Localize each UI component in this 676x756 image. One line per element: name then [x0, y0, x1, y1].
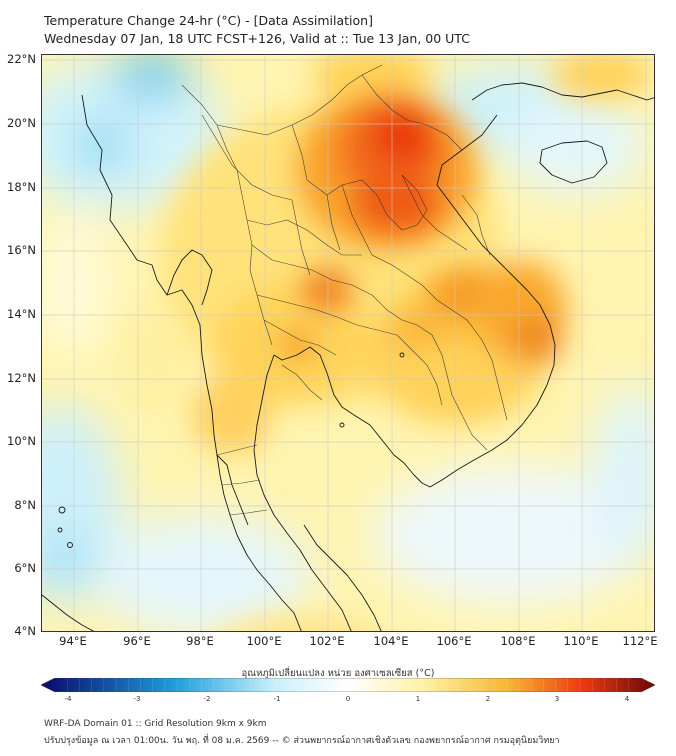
lon-label-112e: 112°E — [622, 634, 658, 648]
lat-label-14n: 14°N — [7, 307, 36, 321]
colorbar-tick-minus2: -2 — [203, 695, 211, 703]
lat-label-20n: 20°N — [7, 116, 36, 130]
lon-label-96e: 96°E — [123, 634, 151, 648]
colorbar-label: อุณหภูมิเปลี่ยนแปลง หน่วย องศาเซลเซียส (… — [241, 668, 435, 679]
temperature-change-map — [41, 54, 655, 632]
lat-label-12n: 12°N — [7, 371, 36, 385]
lon-label-106e: 106°E — [436, 634, 472, 648]
lon-label-104e: 104°E — [373, 634, 409, 648]
colorbar-tick-minus3: -3 — [133, 695, 141, 703]
lat-label-4n: 4°N — [14, 624, 36, 638]
map-subtitle: Wednesday 07 Jan, 18 UTC FCST+126, Valid… — [44, 31, 470, 46]
colorbar-tick-4: 4 — [624, 695, 630, 703]
colorbar-tick-1: 1 — [415, 695, 421, 703]
update-credit: ปรับปรุงข้อมูล ณ เวลา 01:00น. วัน พฤ. ที… — [44, 736, 560, 746]
lat-label-16n: 16°N — [7, 243, 36, 257]
colorbar-tick-3: 3 — [554, 695, 560, 703]
lon-label-100e: 100°E — [246, 634, 282, 648]
lat-label-22n: 22°N — [7, 52, 36, 66]
lat-label-10n: 10°N — [7, 434, 36, 448]
model-info: WRF-DA Domain 01 :: Grid Resolution 9km … — [44, 719, 267, 729]
lon-label-110e: 110°E — [563, 634, 599, 648]
lon-label-94e: 94°E — [59, 634, 87, 648]
colorbar-tick-minus1: -1 — [273, 695, 281, 703]
lon-label-108e: 108°E — [500, 634, 536, 648]
lon-label-98e: 98°E — [186, 634, 214, 648]
colorbar-tick-2: 2 — [485, 695, 491, 703]
colorbar-tick-0: 0 — [345, 695, 351, 703]
colorbar — [41, 678, 655, 692]
map-canvas — [42, 55, 654, 631]
map-title: Temperature Change 24-hr (°C) - [Data As… — [44, 13, 373, 28]
lon-label-102e: 102°E — [309, 634, 345, 648]
colorbar-tick-minus4: -4 — [64, 695, 72, 703]
lat-label-18n: 18°N — [7, 180, 36, 194]
lat-label-8n: 8°N — [14, 498, 36, 512]
lat-label-6n: 6°N — [14, 561, 36, 575]
